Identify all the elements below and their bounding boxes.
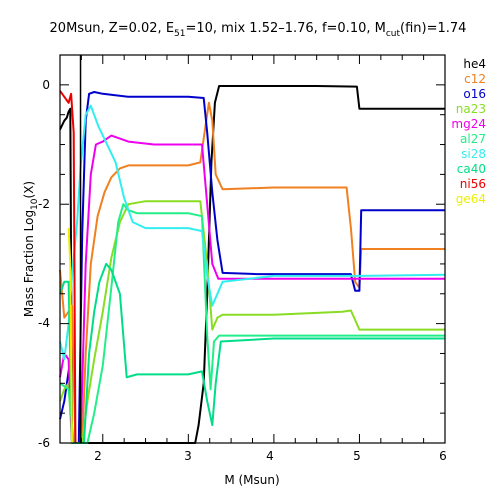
series-lines xyxy=(59,55,446,444)
y-axis-label: Mass Fraction Log10(X) xyxy=(22,181,40,317)
series-line-na23 xyxy=(59,200,445,444)
legend-ge64: ge64 xyxy=(456,192,486,206)
legend-ca40: ca40 xyxy=(457,162,486,176)
plot-frame xyxy=(59,54,446,444)
legend-he4: he4 xyxy=(463,57,486,71)
legend-o16: o16 xyxy=(463,87,486,101)
x-axis-label: M (Msun) xyxy=(224,473,279,487)
x-tick-label-2: 2 xyxy=(94,449,102,463)
series-line-al27 xyxy=(59,203,445,444)
chart-title: 20Msun, Z=0.02, E51=10, mix 1.52–1.76, f… xyxy=(50,21,467,39)
series-line-ni56 xyxy=(59,90,77,444)
series-line-si28 xyxy=(59,104,446,361)
y-tick-label-0: 0 xyxy=(42,78,50,92)
y-tick-label-minus-4: -4 xyxy=(38,316,50,330)
series-line-he4 xyxy=(59,85,445,444)
series-line-ge64 xyxy=(67,228,73,444)
series-line-o16 xyxy=(59,91,445,444)
x-tick-label-5: 5 xyxy=(353,449,361,463)
legend-na23: na23 xyxy=(456,102,486,116)
y-tick-label-minus-6: -6 xyxy=(38,436,50,450)
x-tick-label-4: 4 xyxy=(266,449,274,463)
series-line-c12 xyxy=(59,101,445,444)
legend-c12: c12 xyxy=(464,72,486,86)
series-line-ca40 xyxy=(59,262,445,444)
legend-al27: al27 xyxy=(460,132,486,146)
x-tick-label-6: 6 xyxy=(439,449,447,463)
legend-si28: si28 xyxy=(461,147,486,161)
legend-mg24: mg24 xyxy=(451,117,486,131)
y-tick-label-minus-2: -2 xyxy=(38,197,50,211)
x-tick-label-3: 3 xyxy=(184,449,192,463)
legend-ni56: ni56 xyxy=(460,177,486,191)
legend: he4 c12 o16 na23 mg24 al27 si28 ca40 ni5… xyxy=(451,57,486,206)
